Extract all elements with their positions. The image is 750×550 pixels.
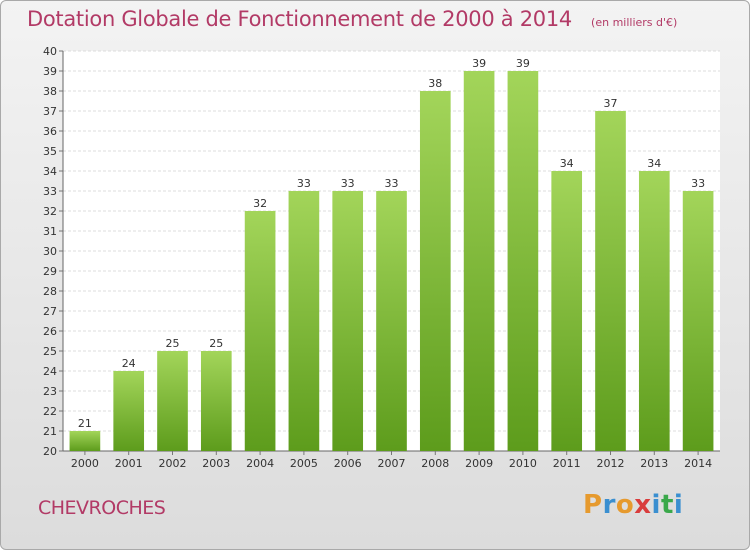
y-tick-label: 35 xyxy=(43,145,57,158)
logo-letter: i xyxy=(651,490,661,520)
logo-letter: t xyxy=(660,490,674,520)
bar xyxy=(507,71,539,451)
y-tick-label: 39 xyxy=(43,65,57,78)
logo-letter: o xyxy=(615,490,635,520)
x-tick-label: 2000 xyxy=(71,457,99,470)
logo-letter: r xyxy=(602,490,616,520)
y-tick-label: 21 xyxy=(43,425,57,438)
bar xyxy=(682,191,714,451)
bar-value-label: 33 xyxy=(297,177,311,190)
bar-value-label: 24 xyxy=(122,357,136,370)
y-tick-label: 31 xyxy=(43,225,57,238)
bar-value-label: 34 xyxy=(560,157,574,170)
place-name: CHEVROCHES xyxy=(38,497,166,519)
logo-letter: P xyxy=(583,490,603,520)
chart-title: Dotation Globale de Fonctionnement de 20… xyxy=(27,7,572,31)
bar xyxy=(157,351,188,451)
bar xyxy=(551,171,583,451)
bar-value-label: 34 xyxy=(647,157,661,170)
proxiti-logo: Proxiti xyxy=(583,490,683,520)
bar-value-label: 33 xyxy=(341,177,355,190)
x-tick-label: 2009 xyxy=(465,457,493,470)
x-tick-label: 2005 xyxy=(290,457,318,470)
bar-value-label: 21 xyxy=(78,417,92,430)
bar-value-label: 39 xyxy=(472,57,486,70)
x-tick-label: 2007 xyxy=(378,457,406,470)
bar xyxy=(332,191,364,451)
x-tick-label: 2002 xyxy=(159,457,187,470)
y-tick-label: 23 xyxy=(43,385,57,398)
x-tick-label: 2004 xyxy=(246,457,274,470)
x-tick-label: 2011 xyxy=(553,457,581,470)
bar xyxy=(113,371,145,451)
bar-value-label: 33 xyxy=(385,177,399,190)
bar-value-label: 37 xyxy=(604,97,618,110)
bar xyxy=(638,171,670,451)
y-tick-label: 26 xyxy=(43,325,57,338)
x-tick-label: 2014 xyxy=(684,457,712,470)
bar xyxy=(595,111,626,451)
x-tick-label: 2006 xyxy=(334,457,362,470)
y-tick-label: 30 xyxy=(43,245,57,258)
bar-value-label: 25 xyxy=(166,337,180,350)
y-tick-label: 34 xyxy=(43,165,57,178)
y-tick-label: 27 xyxy=(43,305,57,318)
bar xyxy=(419,91,451,451)
y-tick-label: 25 xyxy=(43,345,57,358)
title-row: Dotation Globale de Fonctionnement de 20… xyxy=(27,7,677,31)
logo-letter: x xyxy=(634,490,652,520)
y-tick-label: 20 xyxy=(43,445,57,458)
y-tick-label: 37 xyxy=(43,105,57,118)
x-tick-label: 2013 xyxy=(640,457,668,470)
bar-value-label: 32 xyxy=(253,197,267,210)
y-tick-label: 29 xyxy=(43,265,57,278)
y-tick-label: 24 xyxy=(43,365,57,378)
bar xyxy=(463,71,495,451)
y-tick-label: 40 xyxy=(43,45,57,58)
y-tick-label: 38 xyxy=(43,85,57,98)
logo-letter: i xyxy=(673,490,684,520)
x-tick-label: 2008 xyxy=(421,457,449,470)
bar xyxy=(376,191,407,451)
bar xyxy=(244,211,276,451)
y-tick-label: 36 xyxy=(43,125,57,138)
y-tick-label: 28 xyxy=(43,285,57,298)
x-tick-label: 2003 xyxy=(202,457,230,470)
bar-value-label: 25 xyxy=(209,337,223,350)
chart-unit-note: (en milliers d'€) xyxy=(591,16,678,29)
y-tick-label: 22 xyxy=(43,405,57,418)
x-tick-label: 2012 xyxy=(597,457,625,470)
bar-value-label: 38 xyxy=(428,77,442,90)
bar-value-label: 33 xyxy=(691,177,705,190)
x-tick-label: 2001 xyxy=(115,457,143,470)
bar xyxy=(288,191,320,451)
x-tick-label: 2010 xyxy=(509,457,537,470)
bar xyxy=(69,431,101,451)
bar xyxy=(200,351,232,451)
y-tick-label: 33 xyxy=(43,185,57,198)
bar-value-label: 39 xyxy=(516,57,530,70)
y-tick-label: 32 xyxy=(43,205,57,218)
